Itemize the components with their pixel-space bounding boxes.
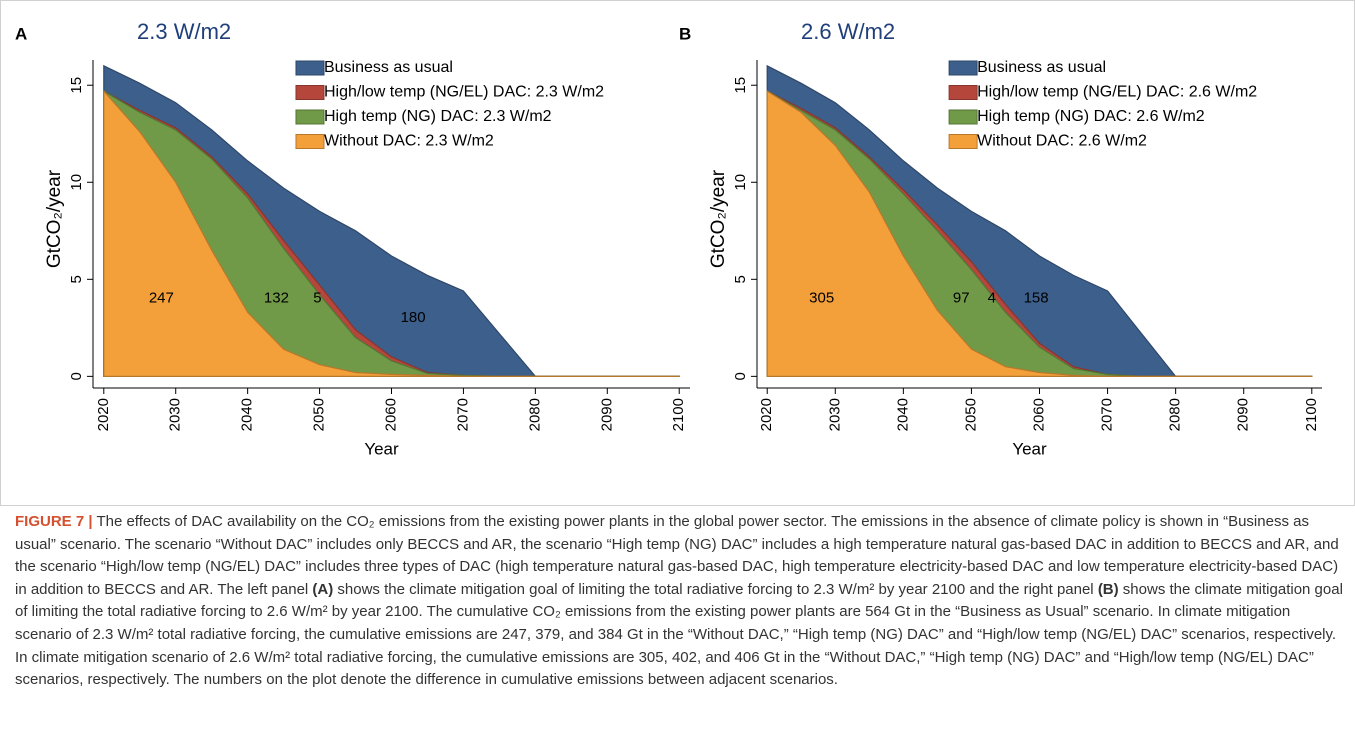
x-tick-label: 2080: [526, 398, 543, 431]
x-tick-label: 2040: [239, 398, 256, 431]
legend-swatch: [295, 109, 325, 125]
legend-swatch: [948, 134, 978, 149]
panel-label: A: [15, 24, 27, 43]
y-tick-label: 0: [68, 372, 85, 380]
x-tick-label: 2030: [826, 398, 843, 431]
x-tick-label: 2060: [1030, 398, 1047, 431]
y-tick-label: 15: [68, 77, 85, 94]
x-tick-label: 2020: [95, 398, 112, 431]
caption-text: shows the climate mitigation goal of lim…: [333, 580, 1098, 598]
x-tick-label: 2070: [1099, 398, 1116, 431]
y-tick-label: 0: [732, 372, 749, 380]
annotation: 132: [264, 290, 289, 307]
x-tick-label: 2040: [894, 398, 911, 431]
legend-swatch: [948, 109, 978, 125]
annotation: 305: [809, 290, 834, 307]
caption-label: FIGURE 7 |: [15, 513, 93, 530]
panel-label: B: [679, 24, 691, 43]
panel-title: 2.6 W/m2: [801, 19, 895, 44]
y-tick-label: 15: [732, 77, 749, 94]
caption-text: (B): [1097, 580, 1119, 598]
x-tick-label: 2090: [598, 398, 615, 431]
y-tick-label: 10: [732, 174, 749, 191]
caption: FIGURE 7 | The effects of DAC availabili…: [15, 511, 1343, 692]
x-tick-label: 2100: [1303, 398, 1320, 431]
annotation: 4: [988, 290, 996, 307]
caption-text: The effects of DAC availability on the C…: [15, 513, 1339, 598]
annotation: 158: [1024, 290, 1049, 307]
legend-label: Without DAC: 2.6 W/m2: [977, 133, 1147, 150]
legend-label: High/low temp (NG/EL) DAC: 2.6 W/m2: [977, 84, 1257, 101]
annotation: 97: [953, 290, 970, 307]
legend-swatch: [948, 60, 978, 76]
x-tick-label: 2030: [167, 398, 184, 431]
caption-text: (A): [312, 580, 334, 598]
x-tick-label: 2050: [962, 398, 979, 431]
legend-swatch: [295, 85, 325, 100]
x-axis-title: Year: [1012, 439, 1047, 458]
legend-label: High temp (NG) DAC: 2.6 W/m2: [977, 108, 1205, 125]
legend-swatch: [295, 60, 325, 76]
y-tick-label: 10: [68, 174, 85, 191]
x-axis-title: Year: [364, 439, 399, 458]
y-tick-label: 5: [732, 275, 749, 283]
x-tick-label: 2070: [454, 398, 471, 431]
x-tick-label: 2080: [1167, 398, 1184, 431]
annotation: 5: [313, 290, 321, 307]
x-tick-label: 2060: [382, 398, 399, 431]
y-axis-title: GtCO₂/year: [708, 169, 729, 268]
x-tick-label: 2020: [758, 398, 775, 431]
annotation: 247: [149, 290, 174, 307]
legend-swatch: [295, 134, 325, 149]
y-tick-label: 5: [68, 275, 85, 283]
legend-label: Without DAC: 2.3 W/m2: [324, 133, 494, 150]
x-tick-label: 2090: [1235, 398, 1252, 431]
x-tick-label: 2100: [670, 398, 687, 431]
annotation: 180: [401, 309, 426, 326]
legend-label: Business as usual: [324, 59, 453, 76]
y-axis-title: GtCO₂/year: [44, 169, 65, 268]
panel-title: 2.3 W/m2: [137, 19, 231, 44]
legend-label: High/low temp (NG/EL) DAC: 2.3 W/m2: [324, 84, 604, 101]
legend-label: High temp (NG) DAC: 2.3 W/m2: [324, 108, 552, 125]
figure: A 2.3 W/m2 0 5 10 15 2020 2030 2040 2050 2060 2070 2…: [0, 0, 1355, 506]
caption-text: shows the climate mitigation goal of lim…: [15, 580, 1343, 689]
legend-label: Business as usual: [977, 59, 1106, 76]
legend-swatch: [948, 85, 978, 100]
area: [103, 89, 680, 377]
x-tick-label: 2050: [311, 398, 328, 431]
area: [766, 90, 1313, 377]
